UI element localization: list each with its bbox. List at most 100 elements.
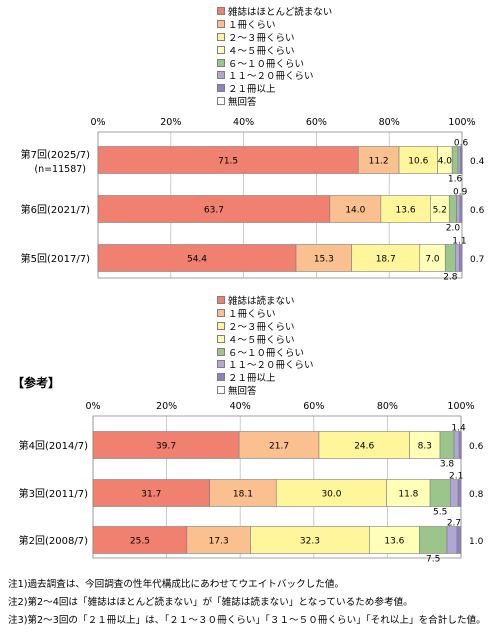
- bottom-legend-swatch-1: [217, 309, 225, 318]
- top-bar-2-4: [444, 244, 456, 272]
- notes: 注1)過去調査は、今回調査の性年代構成比にあわせてウエイトバックした値。 注2)…: [8, 576, 486, 631]
- bottom-legend-item-2: ２～３冊くらい: [217, 320, 314, 333]
- bottom-value-label-0-6: 0.6: [469, 442, 484, 452]
- top-legend-label-1: １冊くらい: [228, 20, 276, 32]
- bottom-legend-swatch-4: [217, 347, 225, 356]
- bottom-bar-0-6: [458, 431, 462, 459]
- bottom-tick-label-1: 20%: [156, 401, 177, 412]
- top-bar-2-2: [351, 244, 421, 272]
- top-bar-1-5: [456, 195, 461, 223]
- bottom-value-label-2-3: 13.6: [384, 537, 404, 547]
- bottom-tick-label-2: 40%: [230, 401, 251, 412]
- bottom-value-label-0-3: 8.3: [418, 442, 432, 452]
- bottom-value-label-1-4: 5.5: [433, 508, 447, 518]
- bottom-bar-1-5: [450, 479, 459, 507]
- top-tick-label-2: 40%: [233, 117, 254, 128]
- top-value-label-2-2: 18.7: [376, 255, 396, 265]
- bottom-legend-label-0: 雑誌は読まない: [228, 296, 295, 308]
- top-value-label-2-6: 0.7: [470, 255, 484, 265]
- bottom-value-label-2-6: 1.0: [469, 537, 484, 547]
- top-legend-swatch-7: [217, 96, 225, 105]
- top-value-label-2-1: 15.3: [314, 255, 334, 265]
- bottom-legend-item-5: １１～２０冊くらい: [217, 358, 314, 371]
- top-legend-item-5: １１～２０冊くらい: [217, 69, 332, 82]
- bottom-legend-swatch-7: [217, 385, 225, 394]
- chart-bottom: 0% 20% 40% 60% 80% 100% 第4回(2014/7) 39.7 21.7 24.…: [19, 401, 484, 565]
- top-legend-item-0: 雑誌はほとんど読まない: [217, 5, 332, 18]
- top-value-label-0-5: 0.6: [454, 139, 469, 149]
- bottom-value-label-2-1: 17.3: [209, 537, 229, 547]
- top-bar-0-5: [457, 146, 461, 174]
- bottom-value-label-0-4: 3.8: [440, 460, 455, 470]
- top-legend-swatch-4: [217, 58, 225, 67]
- top-tick-label-5: 100%: [448, 117, 475, 128]
- bottom-tick-label-4: 80%: [377, 401, 398, 412]
- chart-top: 0% 20% 40% 60% 80% 100% 第7回(2025/7) (n=11587) 71…: [21, 117, 485, 283]
- bottom-bar-0-3: [409, 431, 441, 459]
- bottom-legend-item-4: ６～１０冊くらい: [217, 345, 314, 359]
- top-legend-swatch-1: [217, 20, 225, 29]
- note-1: 注1)過去調査は、今回調査の性年代構成比にあわせてウエイトバックした値。: [8, 579, 345, 590]
- bottom-bar-0-1: [238, 431, 320, 459]
- bottom-tick-label-0: 0%: [85, 401, 100, 412]
- top-bar-0-2: [398, 146, 438, 174]
- top-bar-0-0: [97, 146, 359, 174]
- top-legend-item-1: １冊くらい: [217, 18, 332, 31]
- top-bar-2-5: [455, 244, 460, 272]
- top-bar-1-6: [459, 195, 463, 223]
- bottom-bar-2-4: [419, 526, 448, 554]
- top-value-label-1-5: 0.9: [453, 188, 468, 198]
- top-value-label-0-1: 11.2: [369, 157, 389, 167]
- bottom-value-label-0-0: 39.7: [156, 442, 176, 452]
- bottom-value-label-1-6: 0.8: [469, 490, 484, 500]
- top-category-sublabel-0: (n=11587): [34, 164, 86, 175]
- legend-bottom: 雑誌は読まない １冊くらい ２～３冊くらい ４～５冊くらい ６～１０冊くらい １１～２０冊…: [217, 294, 314, 397]
- top-value-label-1-4: 2.0: [446, 224, 461, 234]
- top-value-label-2-4: 2.8: [443, 273, 458, 283]
- bottom-category-label-2: 第2回(2008/7): [19, 534, 88, 547]
- top-legend-swatch-2: [217, 32, 225, 41]
- top-value-label-2-5: 1.1: [452, 237, 466, 247]
- legend-top: 雑誌はほとんど読まない １冊くらい ２～３冊くらい ４～５冊くらい ６～１０冊くらい １１…: [217, 5, 332, 108]
- bottom-bar-2-5: [446, 526, 458, 554]
- top-value-label-1-6: 0.6: [470, 206, 485, 216]
- top-legend-item-6: ２１冊以上: [217, 82, 332, 95]
- top-value-label-2-0: 54.4: [187, 255, 207, 265]
- top-category-label-0: 第7回(2025/7): [21, 148, 90, 161]
- top-legend-item-3: ４～５冊くらい: [217, 43, 332, 57]
- top-legend-swatch-0: [217, 7, 225, 16]
- top-legend-label-2: ２～３冊くらい: [228, 33, 295, 44]
- top-value-label-1-3: 5.2: [433, 206, 447, 216]
- bottom-value-label-2-0: 25.5: [130, 537, 150, 547]
- bottom-category-label-0: 第4回(2014/7): [19, 439, 88, 452]
- top-legend-item-7: 無回答: [217, 95, 332, 108]
- top-bar-2-1: [295, 244, 353, 272]
- top-value-label-1-1: 14.0: [345, 206, 365, 216]
- top-category-label-1: 第6回(2021/7): [21, 203, 90, 216]
- bottom-legend-swatch-3: [217, 334, 225, 343]
- top-legend-label-6: ２１冊以上: [228, 84, 276, 96]
- top-legend-swatch-5: [217, 71, 225, 80]
- note-3: 注3)第2～3回の「２１冊以上」は、「２１～３０冊くらい」「３１～５０冊くらい」…: [8, 615, 486, 627]
- top-tick-label-3: 60%: [306, 117, 327, 128]
- bottom-legend-item-6: ２１冊以上: [217, 371, 314, 384]
- bottom-legend-item-1: １冊くらい: [217, 307, 314, 320]
- top-legend-label-3: ４～５冊くらい: [228, 45, 295, 57]
- top-legend-item-2: ２～３冊くらい: [217, 31, 332, 44]
- top-legend-swatch-3: [217, 45, 225, 54]
- bottom-legend-label-4: ６～１０冊くらい: [228, 347, 305, 359]
- bottom-legend-label-5: １１～２０冊くらい: [228, 360, 314, 372]
- top-legend-label-5: １１～２０冊くらい: [228, 71, 314, 83]
- bottom-value-label-1-1: 18.1: [233, 490, 253, 500]
- top-bar-1-0: [97, 195, 331, 223]
- reference-label: 【参考】: [12, 376, 61, 390]
- top-tick-label-0: 0%: [90, 117, 105, 128]
- bottom-bar-2-2: [250, 526, 370, 554]
- bottom-bar-0-5: [453, 431, 460, 459]
- top-category-label-2: 第5回(2017/7): [21, 252, 90, 265]
- bottom-bar-0-4: [439, 431, 455, 459]
- top-tick-label-4: 80%: [379, 117, 400, 128]
- top-tick-label-1: 20%: [160, 117, 181, 128]
- bottom-value-label-2-4: 7.5: [426, 555, 440, 565]
- bottom-bar-1-3: [386, 479, 431, 507]
